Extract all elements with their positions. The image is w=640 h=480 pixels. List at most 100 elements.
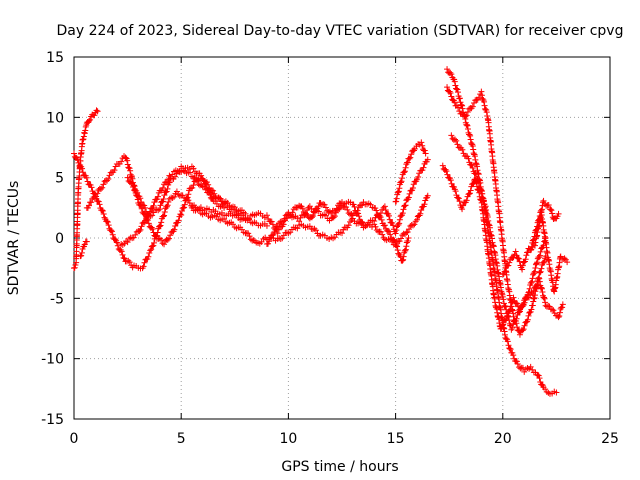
data-point-marker (391, 237, 398, 244)
data-point-marker (359, 219, 366, 226)
data-point-marker (516, 331, 523, 338)
data-point-marker (403, 161, 410, 168)
data-point-marker (502, 303, 509, 310)
data-point-marker (541, 258, 548, 265)
data-point-marker (559, 301, 566, 308)
data-point-marker (529, 290, 536, 297)
data-point-marker (178, 208, 185, 215)
data-point-marker (339, 230, 345, 237)
data-point-marker (266, 238, 273, 245)
y-axis-label: SDTVAR / TECUs (6, 181, 22, 296)
x-tick-label: 10 (279, 431, 297, 447)
data-point-marker (171, 226, 178, 233)
data-point-marker (424, 156, 431, 163)
y-tick-label: 5 (55, 171, 64, 187)
data-point-marker (173, 188, 180, 195)
data-point-marker (534, 259, 541, 266)
data-point-marker (536, 269, 543, 276)
data-point-marker (270, 231, 277, 238)
data-point-marker (538, 284, 545, 291)
data-point-marker (457, 99, 464, 106)
data-point-marker (136, 228, 143, 235)
data-point-marker (344, 206, 351, 213)
y-tick-label: 15 (46, 50, 64, 66)
data-point-marker (479, 95, 486, 102)
data-point-marker (459, 202, 466, 209)
data-point-marker (104, 219, 111, 226)
series-sat-h (242, 156, 431, 237)
data-point-marker (478, 92, 485, 99)
data-point-marker (407, 222, 414, 229)
data-point-marker (106, 172, 113, 179)
series-sat-n (439, 162, 566, 332)
data-point-marker (392, 230, 399, 237)
data-point-marker (519, 262, 526, 269)
data-point-marker (469, 103, 476, 110)
data-point-marker (396, 216, 403, 223)
data-point-marker (417, 210, 424, 217)
data-point-marker (539, 288, 546, 295)
data-point-marker (415, 173, 422, 180)
data-point-marker (117, 246, 124, 253)
data-point-marker (105, 222, 112, 229)
data-point-marker (280, 218, 287, 225)
data-point-marker (453, 137, 460, 144)
data-point-marker (475, 187, 482, 194)
data-point-marker (529, 275, 536, 282)
data-point-marker (448, 132, 455, 139)
data-point-marker (124, 174, 131, 181)
data-point-marker (127, 167, 134, 174)
data-point-marker (530, 236, 537, 243)
data-point-marker (553, 389, 560, 396)
data-point-marker (73, 154, 80, 161)
data-point-marker (536, 216, 543, 223)
data-point-marker (510, 321, 517, 328)
data-point-marker (381, 203, 388, 210)
data-point-marker (451, 78, 458, 85)
data-point-marker (294, 225, 301, 232)
data-point-marker (113, 239, 120, 246)
data-point-marker (137, 226, 144, 233)
data-point-marker (108, 227, 115, 234)
data-point-marker (403, 243, 410, 250)
data-point-marker (448, 93, 455, 100)
data-point-marker (385, 227, 392, 234)
data-point-marker (447, 177, 454, 184)
data-point-marker (71, 264, 78, 271)
data-point-marker (137, 195, 144, 202)
x-tick-label: 0 (70, 431, 79, 447)
data-point-marker (513, 299, 520, 306)
data-point-marker (473, 179, 480, 186)
data-point-marker (206, 187, 213, 194)
data-point-marker (535, 217, 542, 224)
data-point-marker (514, 324, 521, 331)
data-point-marker (142, 204, 149, 211)
data-point-marker (401, 203, 408, 210)
data-point-marker (395, 188, 402, 195)
data-point-marker (308, 214, 315, 221)
data-point-marker (166, 195, 173, 202)
data-point-marker (150, 242, 157, 249)
data-point-marker (354, 207, 361, 214)
data-point-marker (395, 189, 402, 196)
data-point-marker (158, 237, 165, 243)
data-point-marker (559, 304, 566, 311)
data-point-marker (439, 162, 446, 169)
data-point-marker (75, 159, 82, 166)
data-point-marker (377, 228, 384, 235)
data-point-marker (330, 214, 337, 221)
data-point-marker (448, 180, 455, 187)
data-point-marker (502, 335, 509, 342)
data-point-marker (99, 207, 106, 214)
data-point-marker (275, 226, 282, 233)
series-sat-c (77, 238, 90, 260)
data-point-marker (148, 224, 155, 231)
data-point-marker (358, 218, 365, 225)
data-point-marker (154, 193, 161, 200)
data-point-marker (514, 361, 521, 368)
data-point-marker (506, 308, 513, 315)
data-point-marker (506, 306, 513, 313)
data-point-marker (96, 201, 103, 208)
data-point-marker (504, 338, 511, 345)
data-point-marker (538, 245, 545, 252)
